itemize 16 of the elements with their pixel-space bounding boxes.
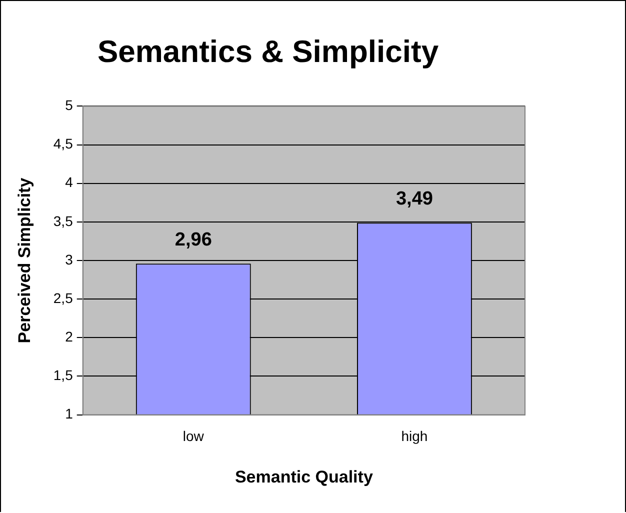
x-axis-title: Semantic Quality [234, 467, 374, 486]
x-tick-label: high [401, 428, 428, 444]
data-label: 2,96 [174, 229, 212, 250]
data-label: 3,49 [396, 188, 433, 210]
y-tick-label: 1,5 [53, 367, 74, 384]
y-tick-label: 1 [65, 406, 74, 422]
y-tick-label: 4,5 [53, 136, 74, 152]
chart-title: Semantics & Simplicity [97, 34, 440, 70]
y-tick-label: 3,5 [53, 212, 74, 229]
y-tick-label: 2 [65, 328, 74, 345]
y-tick-label: 5 [65, 97, 74, 114]
y-tick-label: 4 [65, 174, 74, 190]
y-tick-label: 2,5 [53, 290, 74, 306]
y-axis-title: Perceived Simplicity [14, 177, 34, 344]
y-tick-label: 3 [65, 251, 74, 268]
x-tick-label: low [182, 428, 205, 444]
